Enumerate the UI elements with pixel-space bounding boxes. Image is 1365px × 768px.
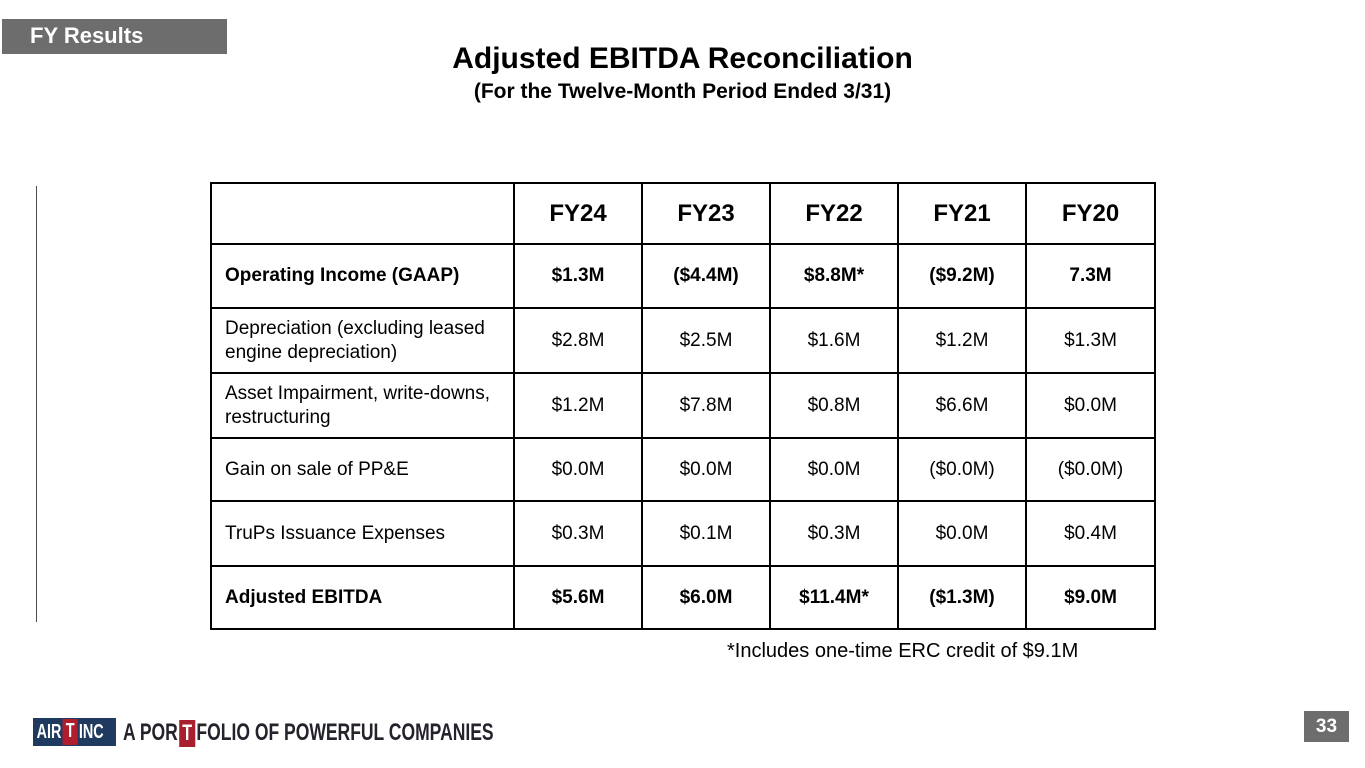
company-tagline: A POR T FOLIO OF POWERFUL COMPANIES xyxy=(123,719,494,747)
logo-red-t: T xyxy=(62,719,78,745)
column-header-empty xyxy=(210,182,515,245)
table-row: Asset Impairment, write-downs, restructu… xyxy=(210,372,1156,439)
cell-value: ($0.0M) xyxy=(897,437,1027,502)
airt-logo: AIR T INC xyxy=(33,718,116,746)
cell-value: $0.3M xyxy=(769,500,899,567)
cell-value: $7.8M xyxy=(641,372,771,439)
cell-value: $0.0M xyxy=(513,437,643,502)
table-row: TruPs Issuance Expenses $0.3M $0.1M $0.3… xyxy=(210,500,1156,567)
tagline-post: FOLIO OF POWERFUL COMPANIES xyxy=(196,719,494,746)
cell-value: $11.4M* xyxy=(769,565,899,630)
column-header-fy22: FY22 xyxy=(769,182,899,245)
cell-value: $1.3M xyxy=(1025,307,1156,374)
column-header-fy20: FY20 xyxy=(1025,182,1156,245)
logo-text-pre: AIR xyxy=(36,720,62,743)
table-header-row: FY24 FY23 FY22 FY21 FY20 xyxy=(210,182,1156,245)
row-label: Adjusted EBITDA xyxy=(210,565,515,630)
table-row: Operating Income (GAAP) $1.3M ($4.4M) $8… xyxy=(210,243,1156,309)
airt-logo-text: AIR T INC xyxy=(33,718,104,746)
row-label: Gain on sale of PP&E xyxy=(210,437,515,502)
row-label: Asset Impairment, write-downs, restructu… xyxy=(210,372,515,439)
cell-value: $0.0M xyxy=(769,437,899,502)
column-header-fy23: FY23 xyxy=(641,182,771,245)
cell-value: ($4.4M) xyxy=(641,243,771,309)
cell-value: $1.2M xyxy=(513,372,643,439)
page-subtitle: (For the Twelve-Month Period Ended 3/31) xyxy=(473,79,892,103)
cell-value: $2.5M xyxy=(641,307,771,374)
section-tag: FY Results xyxy=(2,19,227,54)
cell-value: $5.6M xyxy=(513,565,643,630)
cell-value: $0.0M xyxy=(897,500,1027,567)
tagline-red-t: T xyxy=(179,719,195,747)
table-row: Gain on sale of PP&E $0.0M $0.0M $0.0M (… xyxy=(210,437,1156,502)
cell-value: $6.6M xyxy=(897,372,1027,439)
title-block: Adjusted EBITDA Reconciliation (For the … xyxy=(0,42,1365,104)
erc-footnote: *Includes one-time ERC credit of $9.1M xyxy=(727,640,1079,662)
tagline-pre: A POR xyxy=(123,719,178,746)
cell-value: $0.0M xyxy=(641,437,771,502)
table-row: Depreciation (excluding leased engine de… xyxy=(210,307,1156,374)
cell-value: ($9.2M) xyxy=(897,243,1027,309)
cell-value: $0.3M xyxy=(513,500,643,567)
page-number: 33 xyxy=(1304,711,1349,742)
cell-value: $2.8M xyxy=(513,307,643,374)
cell-value: $8.8M* xyxy=(769,243,899,309)
cell-value: $0.4M xyxy=(1025,500,1156,567)
column-header-fy24: FY24 xyxy=(513,182,643,245)
cell-value: $0.1M xyxy=(641,500,771,567)
cell-value: $1.6M xyxy=(769,307,899,374)
cell-value: $1.2M xyxy=(897,307,1027,374)
left-vertical-rule xyxy=(36,186,37,622)
cell-value: $1.3M xyxy=(513,243,643,309)
cell-value: ($0.0M) xyxy=(1025,437,1156,502)
page-title: Adjusted EBITDA Reconciliation xyxy=(452,42,913,75)
cell-value: $6.0M xyxy=(641,565,771,630)
table-row: Adjusted EBITDA $5.6M $6.0M $11.4M* ($1.… xyxy=(210,565,1156,630)
cell-value: $0.8M xyxy=(769,372,899,439)
column-header-fy21: FY21 xyxy=(897,182,1027,245)
cell-value: $9.0M xyxy=(1025,565,1156,630)
logo-text-post: INC xyxy=(78,720,104,743)
ebitda-reconciliation-table: FY24 FY23 FY22 FY21 FY20 Operating Incom… xyxy=(210,182,1156,630)
cell-value: ($1.3M) xyxy=(897,565,1027,630)
cell-value: 7.3M xyxy=(1025,243,1156,309)
cell-value: $0.0M xyxy=(1025,372,1156,439)
row-label: Operating Income (GAAP) xyxy=(210,243,515,309)
row-label: Depreciation (excluding leased engine de… xyxy=(210,307,515,374)
row-label: TruPs Issuance Expenses xyxy=(210,500,515,567)
